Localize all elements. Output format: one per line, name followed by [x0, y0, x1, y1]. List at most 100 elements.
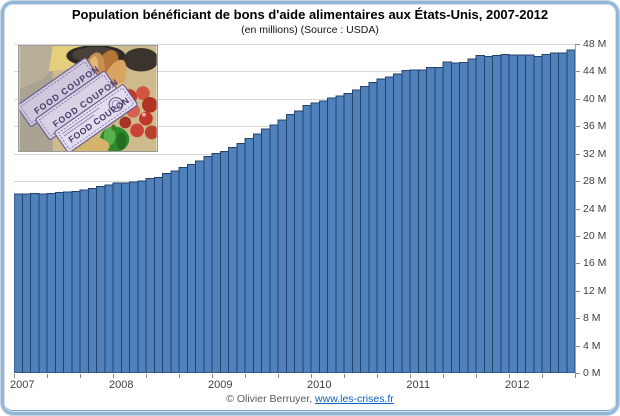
- bar-month: [228, 147, 238, 373]
- y-axis-tick: [575, 318, 580, 320]
- x-axis-tick: [377, 374, 378, 378]
- x-axis-tick: [443, 374, 444, 378]
- bar-month: [294, 110, 304, 373]
- bar-month: [170, 170, 180, 373]
- bar-month: [269, 124, 279, 373]
- gridline: [14, 44, 575, 45]
- x-axis-year-label: 2012: [505, 379, 530, 391]
- bar-month: [335, 95, 345, 373]
- y-axis-tick-label: 20 M: [583, 229, 607, 242]
- bar-month: [376, 78, 386, 373]
- x-axis-tick: [311, 374, 312, 378]
- y-axis-tick-label: 8 M: [583, 312, 601, 325]
- bar-month: [384, 76, 394, 373]
- bar-month: [162, 173, 172, 373]
- bar-month: [112, 182, 122, 373]
- chart-title: Population bénéficiant de bons d'aide al…: [71, 7, 549, 22]
- x-axis-tick: [344, 374, 345, 378]
- bar-month: [178, 166, 188, 373]
- bar-month: [500, 53, 510, 373]
- bar-month: [244, 138, 254, 373]
- y-axis-tick: [575, 98, 580, 100]
- chart-subtitle: (en millions) (Source : USDA): [241, 24, 379, 36]
- bar-month: [426, 66, 436, 373]
- bar-month: [475, 55, 485, 373]
- bar-month: [71, 190, 81, 373]
- x-axis-tick: [542, 374, 543, 378]
- y-axis-tick: [575, 263, 580, 265]
- bar-series: [14, 49, 575, 373]
- y-axis-tick: [575, 290, 580, 292]
- bar-month: [417, 69, 427, 373]
- bar-month: [483, 55, 493, 373]
- bar-month: [343, 92, 353, 373]
- y-axis-tick: [575, 345, 580, 347]
- x-axis-tick: [278, 374, 279, 378]
- x-axis-tick: [179, 374, 180, 378]
- y-axis-tick: [575, 373, 580, 374]
- y-axis-tick-label: 16 M: [583, 257, 607, 270]
- bar-month: [434, 66, 444, 373]
- bar-month: [203, 155, 213, 373]
- y-axis-tick-label: 40 M: [583, 92, 607, 105]
- bar-month: [137, 180, 147, 373]
- bar-month: [310, 102, 320, 373]
- bar-month: [318, 100, 328, 373]
- bar-month: [409, 69, 419, 373]
- bar-month: [541, 53, 551, 373]
- x-axis-year-label: 2007: [10, 379, 35, 391]
- x-axis-tick: [80, 374, 81, 378]
- bar-month: [120, 182, 130, 373]
- gridline: [14, 98, 575, 100]
- y-axis-tick-label: 0 M: [583, 367, 601, 379]
- food-coupon-tickets: FOOD COUPON FOOD COUPON FOOD COUPON: [19, 57, 138, 151]
- y-axis-tick-label: 32 M: [583, 147, 607, 160]
- bar-month: [96, 186, 106, 373]
- bar-month: [327, 97, 337, 373]
- bar-month: [104, 184, 114, 373]
- credit-footer: © Olivier Berruyer, www.les-crises.fr: [0, 393, 620, 405]
- x-axis-tick: [14, 374, 15, 378]
- bar-month: [285, 114, 295, 373]
- bar-month: [129, 181, 139, 373]
- bar-month: [393, 73, 403, 373]
- les-crises-link[interactable]: www.les-crises.fr: [315, 393, 394, 405]
- x-axis-year-label: 2009: [208, 379, 233, 391]
- bar-month: [558, 52, 568, 373]
- y-axis-tick-label: 24 M: [583, 202, 607, 215]
- x-axis-tick: [146, 374, 147, 378]
- bar-month: [153, 177, 163, 373]
- x-axis-year-label: 2008: [109, 379, 134, 391]
- bar-month: [21, 193, 31, 373]
- food-coupons-photo: FOOD COUPON FOOD COUPON FOOD COUPON: [18, 45, 158, 152]
- x-axis-tick: [245, 374, 246, 378]
- bar-month: [459, 62, 469, 373]
- bar-month: [236, 142, 246, 373]
- bar-month: [195, 160, 205, 373]
- x-axis-tick: [509, 374, 510, 378]
- bar-month: [368, 81, 378, 373]
- bar-month: [525, 54, 535, 373]
- x-axis-tick: [476, 374, 477, 378]
- y-axis-tick-label: 44 M: [583, 65, 607, 78]
- bar-month: [63, 191, 73, 373]
- y-axis-tick: [575, 181, 580, 183]
- bar-month: [38, 193, 48, 373]
- x-axis-tick: [113, 374, 114, 378]
- bar-month: [533, 55, 543, 373]
- bar-month: [360, 86, 370, 373]
- bar-month: [145, 177, 155, 373]
- y-axis-tick: [575, 44, 580, 45]
- bar-month: [549, 52, 559, 373]
- bar-month: [508, 54, 518, 373]
- bar-month: [14, 193, 23, 373]
- x-axis-tick: [410, 374, 411, 378]
- bar-month: [401, 70, 411, 373]
- bar-month: [516, 54, 526, 373]
- y-axis-tick: [575, 235, 580, 237]
- bar-month: [351, 89, 361, 373]
- credit-text: © Olivier Berruyer,: [226, 393, 313, 405]
- bar-month: [79, 189, 89, 373]
- bar-month: [302, 105, 312, 373]
- y-axis-tick: [575, 208, 580, 210]
